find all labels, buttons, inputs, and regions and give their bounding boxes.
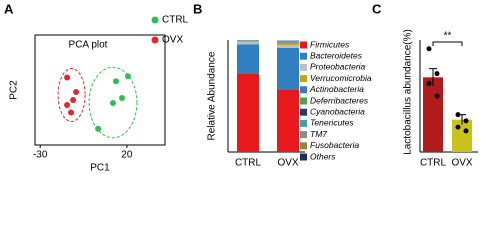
point [463,128,469,134]
bar-segment [277,42,299,43]
bar-segment [237,73,259,152]
point [463,118,469,124]
y-axis-label: Lactobacillus abundance(%) [403,29,414,155]
x-tick-label: OVX [277,158,298,169]
significance-bracket [432,41,463,46]
legend-label: Tenericutes [310,118,354,128]
point [70,97,77,103]
y-axis-label: Relative Abundance [207,51,218,140]
bar-segment [277,89,299,152]
point [68,109,75,116]
legend-swatch [300,153,307,161]
point [64,102,71,108]
chart-title: PCA plot [69,40,108,51]
x-tick-label: 20 [121,150,133,161]
legend-label: Others [310,151,336,161]
legend-swatch [300,142,307,150]
legend-swatch [300,131,307,139]
panel-label: B [193,1,202,16]
x-tick-label: CTRL [235,158,262,169]
point [434,93,440,99]
legend-marker [151,36,159,44]
bar-segment [237,41,259,45]
legend-label: TM7 [310,129,327,139]
point [119,95,126,101]
bar-segment [277,42,299,46]
point [112,78,119,85]
x-tick-label: -30 [33,150,48,161]
point [426,46,432,52]
x-axis-label: PC1 [90,163,110,174]
legend-label: Verrucomicrobia [310,73,372,83]
plot-frame [34,34,166,146]
legend-swatch [300,41,307,49]
point [73,89,80,95]
point [434,71,440,77]
point [110,100,116,106]
x-tick-label: CTRL [420,158,447,169]
group-ellipse [57,68,86,122]
point [426,81,432,87]
legend-swatch [300,63,307,71]
legend-label: Actinobacteria [309,84,364,94]
legend-swatch [300,97,307,105]
legend-label: Proteobacteria [310,62,366,72]
legend-swatch [300,86,307,94]
legend-marker [151,16,159,24]
legend-label: CTRL [162,15,189,26]
point [124,73,131,80]
point [455,112,461,118]
y-axis-label: PC2 [9,80,20,100]
point [64,74,71,81]
panel-label: C [372,1,382,16]
legend-label: Bacteroidetes [310,50,363,60]
bar [423,77,443,152]
figure: A PCA plot PC1 PC2 -30 20 CTRL OVX B Relative Abu… [4,1,478,174]
legend-label: Cyanobacteria [310,106,365,116]
legend-label: OVX [162,35,183,46]
bar-segment [277,47,299,90]
group-ellipse [88,66,138,139]
legend-swatch [300,75,307,83]
significance-label: ** [444,31,452,42]
point [95,125,102,132]
point [455,124,461,130]
legend-label: Deferribacteres [310,95,369,105]
bar-segment [237,44,259,74]
x-tick-label: OVX [451,158,472,169]
bar-segment [277,45,299,48]
legend-label: Firmicutes [310,39,350,49]
legend-swatch [300,52,307,60]
legend-label: Fusobacteria [310,140,359,150]
legend-swatch [300,119,307,127]
legend-swatch [300,108,307,116]
panel-label: A [4,1,14,16]
